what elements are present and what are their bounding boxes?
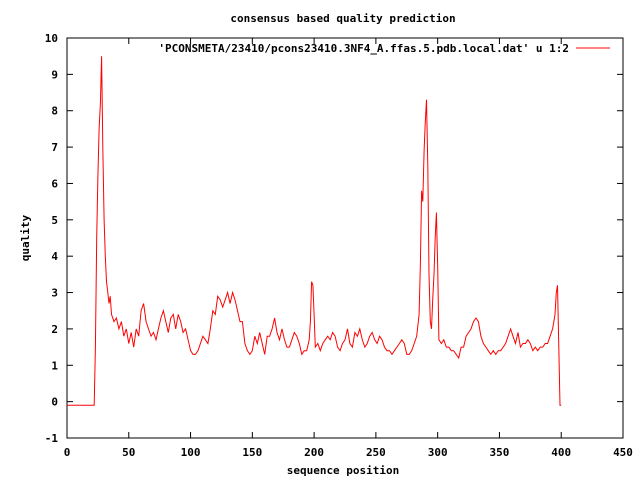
y-tick-label: 9	[51, 68, 58, 81]
y-tick-label: 7	[51, 141, 58, 154]
y-tick-label: 8	[51, 105, 58, 118]
y-tick-label: 10	[45, 32, 58, 45]
y-tick-label: 5	[51, 214, 58, 227]
y-tick-label: 3	[51, 287, 58, 300]
x-axis-label: sequence position	[287, 464, 400, 477]
y-axis-label: quality	[19, 214, 32, 261]
x-tick-label: 300	[428, 446, 448, 459]
legend: 'PCONSMETA/23410/pcons23410.3NF4_A.ffas.…	[158, 42, 610, 55]
y-tick-label: 2	[51, 323, 58, 336]
x-ticks: 0 50 100 150 200 250 300 350 400 450	[64, 38, 633, 459]
series-layer	[67, 56, 562, 406]
x-tick-label: 200	[304, 446, 324, 459]
y-tick-label: -1	[45, 432, 59, 445]
x-tick-label: 250	[366, 446, 386, 459]
x-tick-label: 400	[551, 446, 571, 459]
plot-frame	[66, 37, 624, 439]
y-tick-label: 4	[51, 250, 58, 263]
y-tick-label: 0	[51, 396, 58, 409]
legend-label: 'PCONSMETA/23410/pcons23410.3NF4_A.ffas.…	[158, 42, 569, 55]
series-line	[67, 56, 562, 406]
y-tick-label: 1	[51, 359, 58, 372]
x-tick-label: 50	[122, 446, 135, 459]
x-tick-label: 100	[181, 446, 201, 459]
y-tick-label: 6	[51, 177, 58, 190]
chart-title: consensus based quality prediction	[230, 12, 455, 25]
x-tick-label: 150	[242, 446, 262, 459]
x-tick-label: 350	[490, 446, 510, 459]
x-tick-label: 0	[64, 446, 71, 459]
x-tick-label: 450	[613, 446, 633, 459]
y-ticks: -1 0 1 2 3 4 5 6 7 8 9 10	[45, 32, 623, 445]
